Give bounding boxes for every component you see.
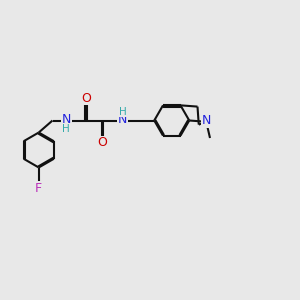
Text: H: H <box>118 107 126 117</box>
Text: F: F <box>35 182 42 195</box>
Text: H: H <box>62 124 70 134</box>
Text: N: N <box>202 115 212 128</box>
Text: N: N <box>118 113 127 126</box>
Text: O: O <box>98 136 107 149</box>
Text: O: O <box>81 92 91 104</box>
Text: N: N <box>61 113 71 126</box>
